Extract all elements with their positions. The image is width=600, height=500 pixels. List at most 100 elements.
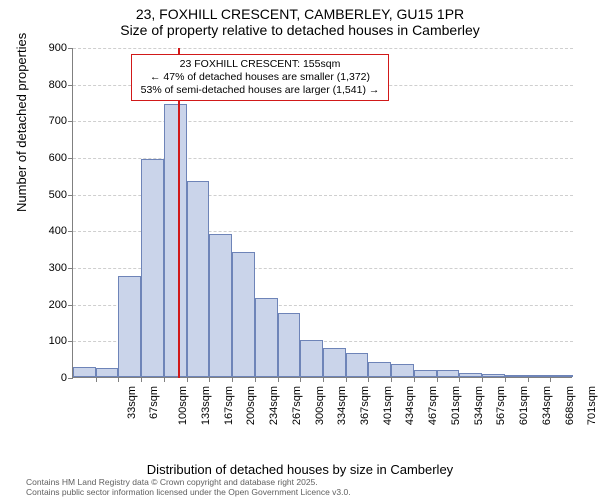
y-tick-label: 800 [33,79,67,91]
y-tick-label: 700 [33,115,67,127]
x-tick-mark [118,377,119,382]
x-tick-mark [391,377,392,382]
x-tick-mark [482,377,483,382]
histogram-bar [414,370,437,377]
x-tick-label: 534sqm [473,386,485,425]
histogram-bar [96,368,119,377]
x-tick-label: 367sqm [359,386,371,425]
histogram-bar [164,104,187,377]
y-tick-label: 500 [33,189,67,201]
histogram-bar [459,373,482,377]
x-tick-label: 200sqm [246,386,258,425]
x-tick-mark [414,377,415,382]
x-axis-label: Distribution of detached houses by size … [0,462,600,477]
y-tick-mark [68,305,73,306]
histogram-bar [346,353,369,377]
histogram-bar [368,362,391,377]
callout-line1: 23 FOXHILL CRESCENT: 155sqm [138,58,382,71]
histogram-bar [187,181,210,377]
y-tick-mark [68,341,73,342]
footer-line2: Contains public sector information licen… [26,488,351,498]
gridline [73,48,573,49]
histogram-bar [300,340,323,377]
x-tick-label: 133sqm [200,386,212,425]
x-tick-label: 601sqm [518,386,530,425]
histogram-bar [550,375,573,377]
y-tick-label: 300 [33,262,67,274]
plot-area: 010020030040050060070080090033sqm67sqm10… [72,48,572,378]
x-tick-label: 33sqm [126,386,138,419]
histogram-bar [528,375,551,377]
x-tick-mark [528,377,529,382]
callout-line2: ← 47% of detached houses are smaller (1,… [138,71,382,84]
marker-callout: 23 FOXHILL CRESCENT: 155sqm ← 47% of det… [131,54,389,101]
gridline [73,121,573,122]
histogram-bar [255,298,278,377]
x-tick-mark [505,377,506,382]
histogram-bar [505,375,528,377]
x-tick-label: 467sqm [427,386,439,425]
x-tick-mark [459,377,460,382]
y-tick-mark [68,195,73,196]
y-tick-mark [68,158,73,159]
histogram-bar [323,348,346,377]
x-tick-label: 701sqm [586,386,598,425]
x-tick-label: 67sqm [148,386,160,419]
x-tick-label: 100sqm [177,386,189,425]
y-tick-mark [68,121,73,122]
y-tick-label: 0 [33,372,67,384]
histogram-bar [73,367,96,377]
histogram-bar [141,159,164,377]
y-tick-mark [68,378,73,379]
y-tick-mark [68,48,73,49]
histogram-bar [209,234,232,377]
chart-area: 010020030040050060070080090033sqm67sqm10… [72,48,572,423]
y-tick-mark [68,231,73,232]
x-tick-mark [368,377,369,382]
histogram-bar [232,252,255,377]
histogram-bar [118,276,141,377]
footer-attribution: Contains HM Land Registry data © Crown c… [26,478,351,498]
x-tick-mark [141,377,142,382]
x-tick-label: 567sqm [496,386,508,425]
x-tick-mark [278,377,279,382]
y-tick-label: 600 [33,152,67,164]
x-tick-label: 300sqm [314,386,326,425]
x-tick-mark [300,377,301,382]
chart-title-address: 23, FOXHILL CRESCENT, CAMBERLEY, GU15 1P… [0,6,600,22]
y-tick-mark [68,268,73,269]
x-tick-mark [255,377,256,382]
chart-container: 23, FOXHILL CRESCENT, CAMBERLEY, GU15 1P… [0,0,600,500]
callout-line3: 53% of semi-detached houses are larger (… [138,84,382,97]
x-tick-label: 334sqm [336,386,348,425]
chart-titles: 23, FOXHILL CRESCENT, CAMBERLEY, GU15 1P… [0,0,600,38]
y-tick-label: 200 [33,299,67,311]
x-tick-mark [550,377,551,382]
y-tick-label: 400 [33,225,67,237]
x-tick-label: 267sqm [291,386,303,425]
x-tick-label: 167sqm [223,386,235,425]
histogram-bar [391,364,414,377]
x-tick-label: 634sqm [541,386,553,425]
histogram-bar [437,370,460,377]
x-tick-label: 434sqm [405,386,417,425]
x-tick-mark [164,377,165,382]
x-tick-mark [232,377,233,382]
histogram-bar [278,313,301,377]
x-tick-mark [323,377,324,382]
y-tick-label: 100 [33,335,67,347]
x-tick-mark [209,377,210,382]
x-tick-mark [96,377,97,382]
x-tick-label: 668sqm [564,386,576,425]
y-tick-mark [68,85,73,86]
chart-title-subtitle: Size of property relative to detached ho… [0,22,600,38]
x-tick-label: 401sqm [382,386,394,425]
y-tick-label: 900 [33,42,67,54]
histogram-bar [482,374,505,377]
x-tick-label: 234sqm [268,386,280,425]
x-tick-mark [437,377,438,382]
x-tick-label: 501sqm [450,386,462,425]
y-axis-label: Number of detached properties [14,33,29,212]
x-tick-mark [346,377,347,382]
x-tick-mark [187,377,188,382]
